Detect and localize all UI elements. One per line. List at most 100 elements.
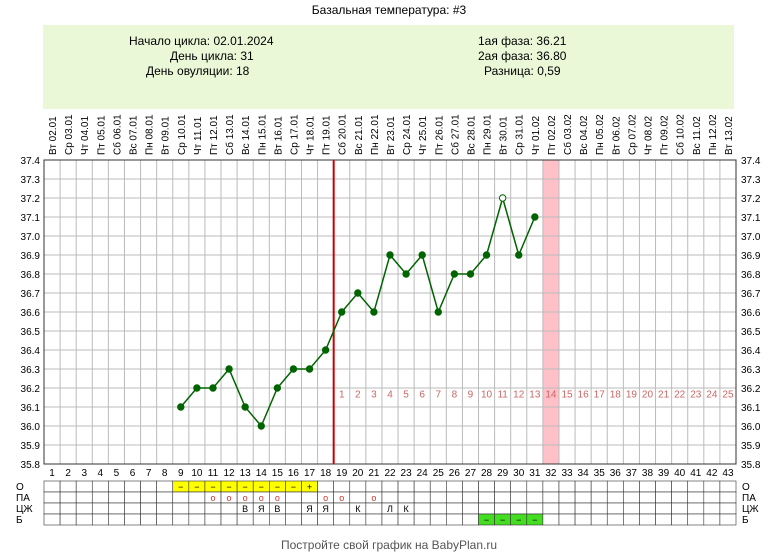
- observation-cell: [703, 513, 721, 526]
- observation-mark: Л: [387, 504, 393, 514]
- cycle-day-label: 17: [304, 468, 316, 479]
- phase-2-day-label: 8: [452, 390, 458, 401]
- temperature-point: [482, 251, 491, 259]
- observation-mark: В: [274, 504, 280, 514]
- observation-cell: [590, 480, 608, 493]
- cycle-day-label: 6: [130, 468, 136, 479]
- observation-cell: [478, 491, 495, 504]
- observation-mark: о: [210, 493, 215, 503]
- observation-cell: [43, 491, 61, 504]
- observation-mark: В: [242, 504, 248, 514]
- y-tick-label-left: 37.0: [21, 232, 41, 243]
- observation-cell: [703, 491, 721, 504]
- observation-cell: [156, 513, 174, 526]
- observation-cell: [413, 502, 431, 515]
- date-tick-label: Ср 07.02: [627, 114, 638, 155]
- date-tick-label: Вт 02.01: [48, 116, 59, 155]
- temperature-point: [273, 384, 282, 392]
- observation-cell: [285, 502, 302, 515]
- observation-cell: [462, 491, 479, 504]
- date-tick-label: Пн 22.01: [370, 114, 381, 155]
- observation-cell: [462, 502, 479, 515]
- cycle-day-label: 29: [497, 468, 509, 479]
- y-tick-label-left: 36.5: [21, 327, 41, 338]
- row-label-right: Б: [742, 515, 749, 526]
- cycle-day-label: 11: [208, 468, 219, 479]
- observation-cell: [204, 502, 222, 515]
- temperature-point: [209, 384, 217, 392]
- observation-cell: [75, 502, 93, 515]
- phase-2-day-label: 7: [435, 390, 441, 401]
- observation-cell: [204, 513, 222, 526]
- observation-cell: [397, 491, 415, 504]
- observation-cell: [671, 491, 689, 504]
- y-tick-label-right: 37.2: [741, 194, 761, 205]
- observation-mark: −: [532, 515, 537, 525]
- observation-cell: [413, 513, 431, 526]
- y-tick-label-left: 37.3: [21, 175, 41, 186]
- observation-cell: [719, 491, 737, 504]
- observation-cell: [43, 502, 61, 515]
- observation-cell: [623, 491, 640, 504]
- cycle-day-label: 32: [545, 468, 557, 479]
- observation-mark: −: [194, 482, 199, 492]
- phase-2-day-label: 20: [642, 390, 654, 401]
- observation-cell: [124, 491, 141, 504]
- y-tick-label-right: 37.4: [741, 156, 761, 167]
- date-tick-label: Пн 05.02: [595, 114, 606, 155]
- observation-cell: [606, 513, 624, 526]
- observation-cell: [446, 491, 463, 504]
- date-tick-label: Чт 04.01: [80, 116, 91, 155]
- observation-cell: [542, 513, 560, 526]
- cycle-day-label: 21: [368, 468, 380, 479]
- cycle-day-label: 20: [352, 468, 364, 479]
- cycle-day-label: 41: [690, 468, 702, 479]
- observation-cell: [365, 513, 383, 526]
- observation-cell: [59, 491, 77, 504]
- observation-cell: [510, 480, 528, 493]
- y-tick-label-left: 35.8: [21, 460, 41, 471]
- y-tick-label-right: 37.3: [741, 175, 761, 186]
- cycle-day-label: 7: [146, 468, 152, 479]
- observation-cell: [285, 491, 302, 504]
- date-tick-label: Чт 11.01: [193, 116, 204, 155]
- observation-cell: [172, 513, 190, 526]
- cycle-day-label: 19: [336, 468, 348, 479]
- observation-mark: +: [307, 482, 312, 492]
- observation-mark: −: [178, 482, 183, 492]
- observation-cell: [623, 513, 640, 526]
- observation-cell: [269, 513, 286, 526]
- observation-cell: [703, 502, 721, 515]
- y-tick-label-right: 35.8: [741, 460, 761, 471]
- observation-cell: [252, 513, 270, 526]
- y-tick-label-right: 36.1: [741, 403, 761, 414]
- date-tick-label: Вт 09.01: [161, 116, 172, 155]
- y-tick-label-left: 36.3: [21, 365, 41, 376]
- date-tick-label: Сб 27.01: [449, 114, 461, 155]
- y-tick-label-left: 36.9: [21, 251, 41, 262]
- temperature-point: [241, 403, 249, 411]
- temperature-point: [386, 251, 394, 259]
- footer-link[interactable]: Постройте свой график на BabyPlan.ru: [280, 538, 498, 552]
- temperature-point: [450, 270, 459, 278]
- observation-cell: [220, 513, 238, 526]
- observation-cell: [574, 491, 592, 504]
- observation-cell: [156, 491, 174, 504]
- observation-cell: [91, 491, 109, 504]
- observation-cell: [462, 513, 479, 526]
- observation-cell: [526, 491, 544, 504]
- observation-mark: −: [259, 482, 264, 492]
- date-tick-label: Сб 03.02: [562, 114, 574, 155]
- observation-cell: [719, 480, 737, 493]
- phase-1-temp: 1ая фаза: 36.21: [478, 34, 567, 48]
- cycle-info-panel: Начало цикла: 02.01.2024 День цикла: 31 …: [43, 25, 734, 109]
- y-tick-label-right: 36.0: [741, 422, 761, 433]
- temperature-point: [289, 365, 298, 373]
- phase-2-day-label: 15: [561, 390, 573, 401]
- y-tick-label-left: 36.2: [21, 384, 41, 395]
- observation-cell: [671, 513, 689, 526]
- cycle-day-label: 40: [674, 468, 686, 479]
- observation-cell: [91, 513, 109, 526]
- date-tick-label: Пт 09.02: [660, 115, 671, 155]
- cycle-day-label: 2: [65, 468, 71, 479]
